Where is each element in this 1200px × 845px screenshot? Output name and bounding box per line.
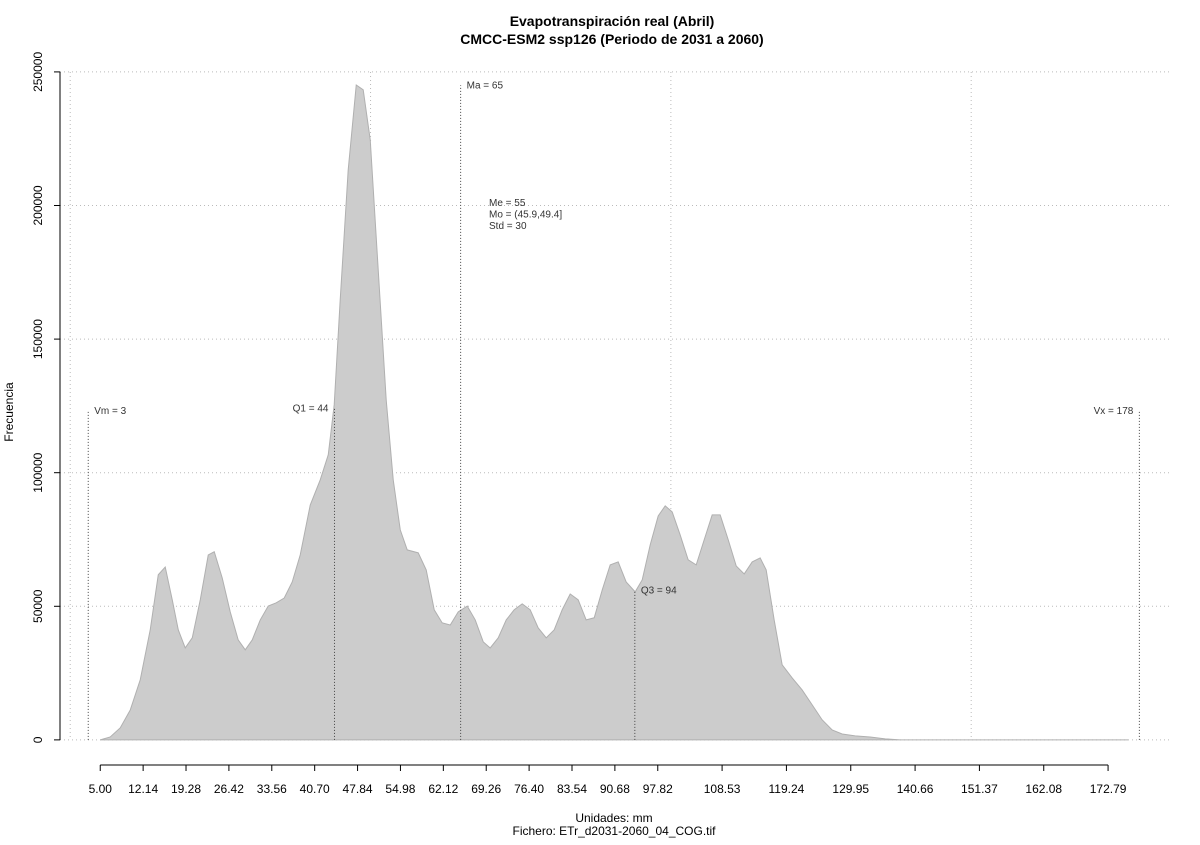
x-tick-label: 83.54 [557, 782, 587, 796]
x-tick-label: 129.95 [832, 782, 869, 796]
x-axis-label: Unidades: mm [575, 811, 652, 825]
stat-label: Vm = 3 [94, 406, 126, 417]
x-tick-label: 40.70 [300, 782, 330, 796]
x-tick-label: 90.68 [600, 782, 630, 796]
y-tick-label: 200000 [31, 185, 45, 225]
caption: Fichero: ETr_d2031-2060_04_COG.tif [513, 824, 717, 838]
y-tick-label: 100000 [31, 452, 45, 492]
stat-label: Ma = 65 [467, 80, 504, 91]
stat-label: Q3 = 94 [641, 585, 677, 596]
y-tick-label: 150000 [31, 319, 45, 359]
x-tick-label: 108.53 [704, 782, 741, 796]
chart-subtitle: CMCC-ESM2 ssp126 (Periodo de 2031 a 2060… [460, 31, 763, 47]
x-tick-label: 19.28 [171, 782, 201, 796]
stat-text: Std = 30 [489, 221, 527, 232]
stat-label: Vx = 178 [1094, 406, 1134, 417]
x-tick-label: 97.82 [643, 782, 673, 796]
y-tick-label: 0 [31, 736, 45, 743]
stat-label: Q1 = 44 [293, 404, 329, 415]
x-tick-label: 151.37 [961, 782, 998, 796]
chart-title: Evapotranspiración real (Abril) [510, 13, 715, 29]
x-tick-label: 76.40 [514, 782, 544, 796]
x-tick-label: 140.66 [897, 782, 934, 796]
x-tick-label: 69.26 [471, 782, 501, 796]
x-tick-label: 119.24 [769, 782, 805, 796]
x-tick-label: 172.79 [1090, 782, 1127, 796]
x-tick-label: 12.14 [128, 782, 158, 796]
x-tick-label: 62.12 [428, 782, 458, 796]
y-tick-label: 250000 [31, 52, 45, 92]
density-area [100, 84, 1129, 741]
y-axis-label: Frecuencia [2, 382, 16, 442]
x-tick-label: 54.98 [385, 782, 415, 796]
x-tick-label: 47.84 [343, 782, 373, 796]
stat-text: Me = 55 [489, 198, 526, 209]
y-tick-label: 50000 [31, 589, 45, 623]
x-tick-label: 26.42 [214, 782, 244, 796]
x-tick-label: 162.08 [1025, 782, 1062, 796]
x-tick-label: 33.56 [257, 782, 287, 796]
stat-text: Mo = (45.9,49.4] [489, 210, 562, 221]
x-tick-label: 5.00 [89, 782, 113, 796]
